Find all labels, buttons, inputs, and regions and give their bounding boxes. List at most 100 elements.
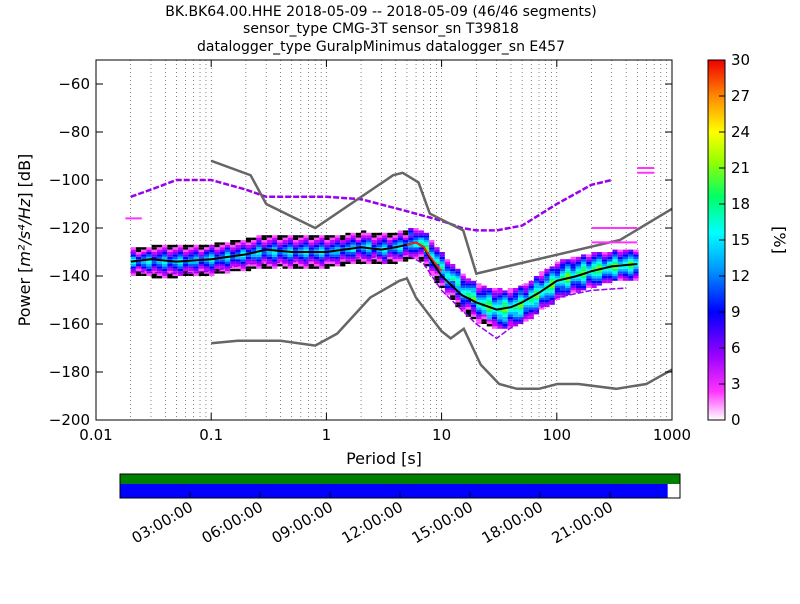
density-cell	[455, 292, 461, 296]
density-cell	[251, 237, 257, 240]
density-cell	[392, 252, 398, 255]
density-cell	[245, 240, 252, 243]
density-cell	[591, 252, 597, 255]
density-cell	[429, 273, 435, 276]
density-cell	[167, 271, 173, 274]
density-cell	[439, 273, 445, 276]
density-cell	[355, 244, 362, 248]
density-cell	[162, 256, 168, 260]
density-cell	[135, 271, 142, 274]
x-axis-label: Period [s]	[346, 449, 422, 468]
density-cell	[476, 314, 482, 317]
density-cell	[429, 252, 435, 255]
density-cell	[533, 285, 540, 288]
density-cell	[287, 237, 294, 240]
density-cell	[382, 249, 388, 252]
density-cell	[544, 273, 550, 276]
density-cell	[575, 259, 582, 262]
density-cell	[340, 259, 346, 262]
density-cell	[554, 276, 561, 279]
density-cell	[392, 240, 398, 243]
density-cell	[340, 247, 346, 250]
density-cell	[560, 259, 566, 262]
density-cell	[560, 268, 566, 272]
density-cell	[261, 254, 267, 257]
density-cell	[293, 256, 299, 260]
density-cell	[209, 266, 215, 269]
density-cell	[581, 288, 587, 291]
density-cell	[167, 256, 173, 260]
density-cell	[303, 237, 309, 240]
density-cell	[539, 271, 545, 274]
density-cell	[628, 271, 634, 274]
density-cell	[481, 319, 487, 322]
density-cell	[177, 261, 184, 264]
density-cell	[188, 249, 194, 252]
density-cell	[298, 252, 304, 255]
density-cell	[293, 254, 299, 257]
density-cell	[455, 285, 461, 288]
density-cell	[518, 290, 524, 293]
density-cell	[224, 242, 231, 245]
density-cell	[272, 244, 278, 248]
density-cell	[413, 228, 419, 231]
density-cell	[224, 256, 231, 260]
density-cell	[256, 252, 262, 255]
density-cell	[135, 249, 142, 252]
density-cell	[607, 280, 613, 284]
density-cell	[423, 232, 430, 236]
density-cell	[329, 244, 335, 248]
density-cell	[418, 249, 424, 252]
density-cell	[313, 249, 320, 252]
density-cell	[539, 297, 545, 300]
density-cell	[528, 283, 534, 286]
density-cell	[183, 249, 189, 252]
density-cell	[586, 283, 592, 286]
density-cell	[214, 268, 220, 272]
density-cell	[177, 244, 184, 248]
density-cell	[293, 240, 299, 243]
density-cell	[397, 237, 403, 240]
density-cell	[251, 254, 257, 257]
density-cell	[444, 266, 451, 269]
density-cell	[581, 283, 587, 286]
density-cell	[156, 249, 163, 252]
density-cell	[251, 256, 257, 260]
density-cell	[282, 264, 288, 267]
density-cell	[434, 271, 440, 274]
timeline-label: 21:00:00	[549, 498, 616, 547]
density-cell	[303, 264, 309, 267]
density-cell	[376, 242, 383, 245]
density-cell	[481, 309, 487, 312]
density-cell	[313, 244, 320, 248]
density-cell	[261, 264, 267, 267]
density-cell	[549, 278, 555, 281]
density-cell	[156, 252, 163, 255]
density-cell	[219, 264, 225, 267]
density-cell	[533, 312, 540, 315]
density-cell	[319, 237, 325, 240]
x-tick-label: 10	[432, 426, 451, 444]
density-cell	[397, 242, 403, 245]
density-cell	[460, 290, 466, 293]
density-cell	[575, 276, 582, 279]
density-cell	[183, 273, 189, 276]
density-cell	[366, 252, 372, 255]
density-cell	[471, 302, 477, 305]
density-cell	[219, 254, 225, 257]
density-cell	[596, 259, 602, 262]
density-cell	[570, 280, 576, 284]
density-cell	[334, 242, 341, 245]
density-cell	[497, 314, 503, 317]
density-cell	[455, 297, 461, 300]
density-cell	[533, 290, 540, 293]
density-cell	[177, 271, 184, 274]
density-cell	[539, 307, 545, 310]
density-cell	[581, 264, 587, 267]
density-cell	[387, 252, 393, 255]
density-cell	[507, 312, 513, 315]
density-cell	[135, 247, 142, 250]
density-cell	[167, 264, 173, 267]
density-cell	[491, 302, 498, 305]
density-cell	[612, 259, 618, 262]
